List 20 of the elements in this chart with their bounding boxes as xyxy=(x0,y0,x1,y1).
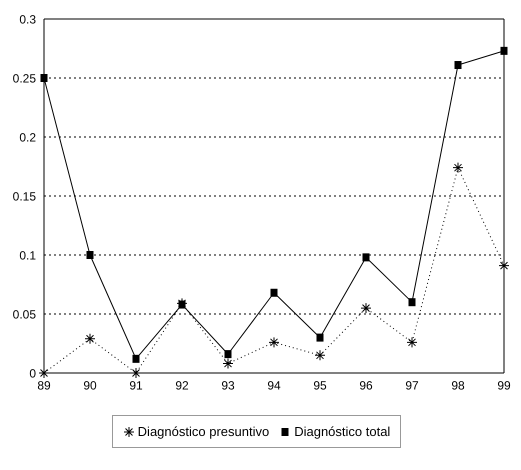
y-tick-label: 0.1 xyxy=(19,248,36,262)
y-tick-label: 0.15 xyxy=(12,189,36,204)
legend-label: Diagnóstico presuntivo xyxy=(138,424,270,439)
y-tick-label: 0.3 xyxy=(19,12,36,26)
x-tick-label: 98 xyxy=(451,378,465,393)
x-tick-label: 95 xyxy=(313,378,327,393)
y-tick-label: 0.2 xyxy=(19,130,36,144)
y-tick-label: 0.25 xyxy=(12,71,36,86)
x-tick-label: 90 xyxy=(83,378,97,393)
x-tick-label: 97 xyxy=(405,378,419,393)
x-tick-label: 96 xyxy=(359,378,373,393)
x-tick-label: 94 xyxy=(267,378,281,393)
x-tick-label: 93 xyxy=(221,378,235,393)
x-tick-label: 91 xyxy=(129,378,143,393)
y-tick-label: 0.05 xyxy=(12,307,36,322)
y-tick-label: 0 xyxy=(29,366,36,380)
x-tick-label: 92 xyxy=(175,378,189,393)
legend-label: Diagnóstico total xyxy=(294,424,390,439)
x-tick-label: 99 xyxy=(497,378,511,393)
x-tick-label: 89 xyxy=(37,378,51,393)
